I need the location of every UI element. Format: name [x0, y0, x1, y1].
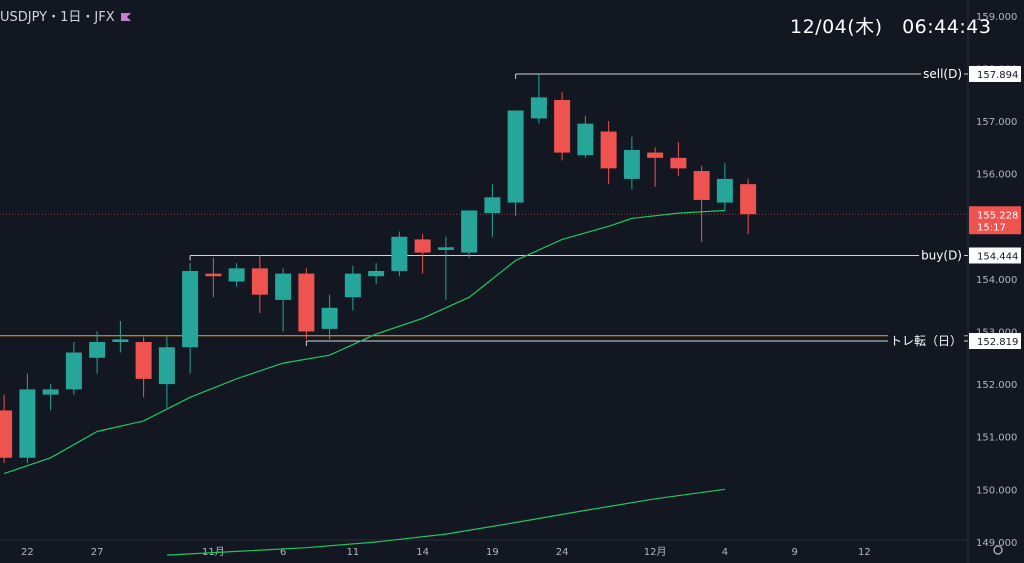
candle-body [205, 273, 222, 277]
x-tick-label: 11 [347, 547, 360, 558]
x-tick-label: 27 [91, 547, 104, 558]
trend-price-box [969, 333, 1021, 350]
x-tick-label: 22 [21, 547, 34, 558]
y-tick-label: 149.000 [976, 538, 1017, 549]
y-tick-label: 151.000 [976, 433, 1017, 444]
candle-body [275, 273, 292, 300]
trend-level-label: トレ転（日） [890, 334, 962, 348]
buy-price-value: 154.444 [977, 252, 1018, 263]
symbol-label: USDJPY・1日・JFX [0, 10, 115, 25]
y-tick-label: 159.000 [976, 12, 1017, 23]
current-price-box [969, 206, 1021, 235]
candle-body [647, 152, 664, 158]
x-tick-label: 6 [280, 547, 286, 558]
y-tick-label: 150.000 [976, 485, 1017, 496]
current-price-value: 155.228 [977, 210, 1018, 221]
ma-long-line [166, 488, 725, 556]
candle-body [554, 99, 571, 153]
x-tick-label: 11月 [202, 546, 225, 558]
sell-level-label-bg [921, 65, 964, 82]
candle-body [484, 197, 501, 214]
candle-body [42, 389, 59, 395]
candle-body [740, 184, 757, 215]
settings-gear-icon [993, 545, 1003, 555]
symbol-header[interactable]: USDJPY・1日・JFX [0, 6, 131, 25]
current-price-countdown: 15:17 [977, 222, 1006, 233]
candle-body [600, 131, 617, 169]
flag-icon [120, 11, 131, 21]
y-tick-label: 152.000 [976, 380, 1017, 391]
candle-body [298, 273, 315, 332]
buy-level-label: buy(D) [921, 249, 962, 263]
candle-body [135, 342, 152, 379]
candle-body [507, 110, 524, 203]
y-tick-label: 157.000 [976, 117, 1017, 128]
candle-body [228, 268, 245, 282]
candle-body [623, 149, 640, 179]
sell-price-value: 157.894 [977, 70, 1018, 81]
x-tick-label: 12 [858, 547, 871, 558]
candle-body [19, 389, 36, 458]
candle-body [693, 171, 710, 200]
sell-price-box [969, 65, 1021, 82]
x-tick-label: 12月 [644, 546, 667, 558]
clock-readout: 12/04(木) 06:44:43 [790, 16, 992, 38]
candle-body [461, 210, 478, 253]
trend-level-label-bg [887, 333, 964, 350]
x-tick-label: 14 [416, 547, 429, 558]
x-tick-label: 9 [791, 547, 797, 558]
candle-body [158, 347, 175, 385]
ma-short-line [3, 209, 725, 475]
y-tick-label: 153.000 [976, 327, 1017, 338]
candle-body [65, 352, 82, 390]
y-tick-label: 154.000 [976, 275, 1017, 286]
candle-body [368, 270, 385, 277]
candle-body [414, 239, 431, 253]
candle-body [391, 236, 408, 271]
candle-body [89, 342, 106, 358]
candle-body [530, 97, 547, 119]
x-tick-label: 19 [486, 547, 499, 558]
y-tick-label: 156.000 [976, 170, 1017, 181]
candle-body [321, 307, 338, 329]
candle-body [344, 273, 361, 298]
candle-body [112, 339, 129, 343]
candle-body [716, 178, 733, 203]
buy-price-box [969, 247, 1021, 264]
sell-level-label: sell(D) [923, 67, 962, 81]
candle-body [437, 247, 454, 250]
candle-body [251, 268, 268, 295]
candle-body [182, 270, 199, 348]
candle-body [670, 157, 687, 169]
x-tick-label: 24 [556, 547, 569, 558]
trend-price-value: 152.819 [977, 337, 1018, 348]
x-tick-label: 4 [722, 547, 728, 558]
candle-body [577, 123, 594, 156]
buy-level-label-bg [919, 247, 964, 264]
candle-body [0, 410, 13, 458]
